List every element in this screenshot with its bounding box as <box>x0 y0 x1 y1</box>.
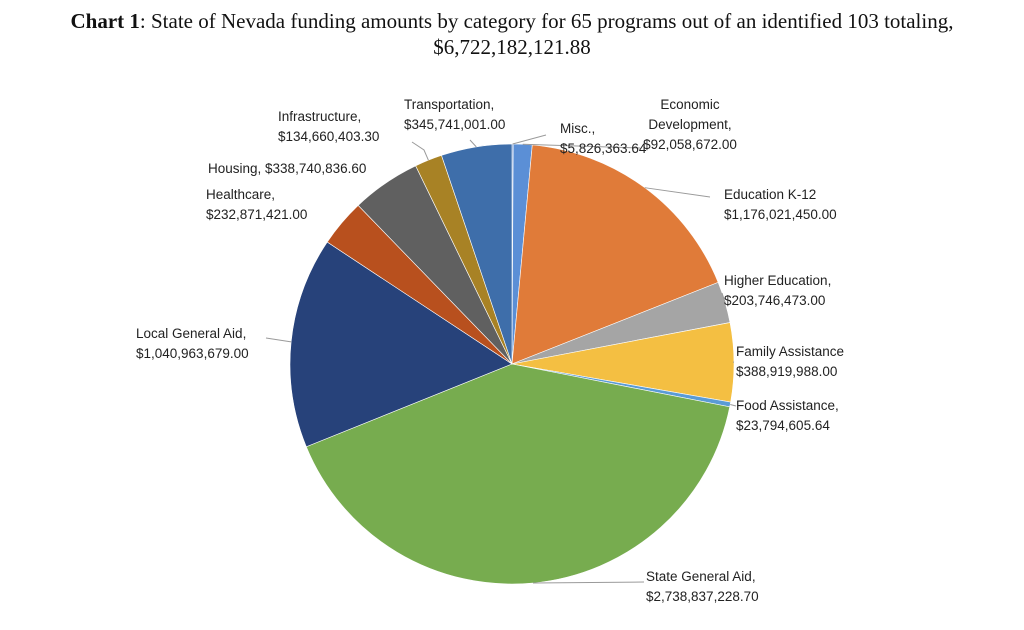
leader-line <box>522 143 641 149</box>
slice-label-line: Local General Aid, <box>136 326 246 341</box>
slice-label-housing: Housing, $338,740,836.60 <box>208 161 366 176</box>
slice-labels: Misc., $5,826,363.64 Economic Development, $… <box>136 97 844 604</box>
slice-label-line: $134,660,403.30 <box>278 129 379 144</box>
slice-label-local-general-aid: Local General Aid, $1,040,963,679.00 <box>136 326 249 361</box>
pie-slice-state-general-aid <box>305 363 731 585</box>
slice-label-line: Transportation, <box>404 97 494 112</box>
slice-label-line: Healthcare, <box>206 187 275 202</box>
leader-line <box>265 337 292 343</box>
slice-label-line: $5,826,363.64 <box>560 141 647 156</box>
chart-title-total: $6,722,182,121.88 <box>433 35 591 59</box>
slice-label-line: $203,746,473.00 <box>724 293 825 308</box>
slice-label-line: Education K-12 <box>724 187 816 202</box>
slice-label-line: $388,919,988.00 <box>736 364 837 379</box>
slice-label-state-general-aid: State General Aid, $2,738,837,228.70 <box>646 569 759 604</box>
slice-label-line: Development, <box>648 117 731 132</box>
slice-label-line: $345,741,001.00 <box>404 117 505 132</box>
chart-title-bold: Chart 1 <box>70 9 140 33</box>
slice-label-higher-education: Higher Education, $203,746,473.00 <box>724 273 831 308</box>
slice-label-healthcare: Healthcare, $232,871,421.00 <box>206 187 307 222</box>
chart-title: Chart 1: State of Nevada funding amounts… <box>0 8 1024 60</box>
slice-label-misc-: Misc., $5,826,363.64 <box>560 121 647 156</box>
slice-label-line: $1,176,021,450.00 <box>724 207 837 222</box>
slice-label-line: Food Assistance, <box>736 398 839 413</box>
label-leaders <box>265 134 737 584</box>
slice-label-food-assistance: Food Assistance, $23,794,605.64 <box>736 398 839 433</box>
slice-label-line: Misc., <box>560 121 595 136</box>
slice-label-line: $23,794,605.64 <box>736 418 830 433</box>
slice-label-infrastructure: Infrastructure, $134,660,403.30 <box>278 109 379 144</box>
leader-line <box>532 581 645 584</box>
chart-title-text: : State of Nevada funding amounts by cat… <box>139 9 954 33</box>
slice-label-line: Higher Education, <box>724 273 831 288</box>
slice-label-line: $92,058,672.00 <box>643 137 737 152</box>
slice-label-line: State General Aid, <box>646 569 756 584</box>
slice-label-economic-development: Economic Development, $92,058,672.00 <box>643 97 737 152</box>
slice-label-line: $1,040,963,679.00 <box>136 346 249 361</box>
pie-slice-local-general-aid <box>289 241 513 448</box>
slice-label-line: $232,871,421.00 <box>206 207 307 222</box>
leader-line <box>730 403 737 407</box>
slice-label-line: Economic <box>660 97 720 112</box>
slice-label-education-k-12: Education K-12 $1,176,021,450.00 <box>724 187 837 222</box>
leader-line <box>644 187 711 198</box>
leader-line <box>721 292 726 303</box>
slice-label-line: $2,738,837,228.70 <box>646 589 759 604</box>
pie-slices <box>289 143 735 585</box>
slice-label-line: Housing, $338,740,836.60 <box>208 161 366 176</box>
leader-line <box>469 139 477 148</box>
slice-label-transportation: Transportation, $345,741,001.00 <box>404 97 505 132</box>
slice-label-line: Infrastructure, <box>278 109 361 124</box>
leader-line <box>512 134 547 145</box>
slice-label-family-assistance: Family Assistance $388,919,988.00 <box>736 344 844 379</box>
slice-label-line: Family Assistance <box>736 344 844 359</box>
leader-line <box>411 141 429 161</box>
